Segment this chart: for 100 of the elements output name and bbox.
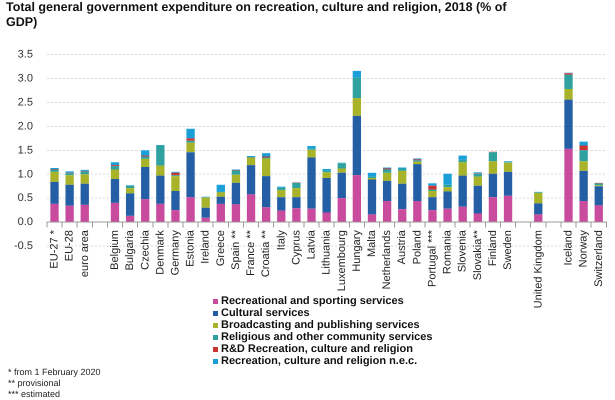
- bar: [368, 179, 376, 214]
- bar: [382, 180, 392, 202]
- bar: [246, 194, 256, 222]
- x-tick-label: United Kingdom: [532, 230, 544, 308]
- bar: [322, 172, 331, 178]
- bar: [232, 204, 240, 222]
- bar: [368, 214, 376, 222]
- bar: [504, 172, 512, 196]
- bar: [50, 172, 59, 182]
- x-tick-label: Luxembourg: [336, 230, 348, 292]
- bar: [443, 174, 452, 185]
- y-tick-label: 3.0: [18, 72, 33, 85]
- bar: [428, 190, 437, 198]
- bar: [352, 78, 362, 98]
- bar: [126, 188, 134, 194]
- bar: [126, 186, 134, 188]
- bar: [322, 212, 331, 222]
- bar: [579, 170, 588, 202]
- bar: [428, 186, 437, 190]
- legend-label: Recreational and sporting services: [221, 295, 404, 307]
- x-tick-label: France **: [245, 229, 258, 276]
- bar: [474, 213, 482, 222]
- bar: [80, 204, 89, 222]
- bar: [398, 168, 406, 171]
- bar: [171, 210, 180, 222]
- bar: [126, 193, 134, 216]
- bar: [141, 199, 150, 222]
- bar: [398, 184, 406, 210]
- bar: [564, 100, 573, 149]
- x-tick-label: Denmark: [154, 230, 166, 275]
- x-tick-label: Czechia: [139, 229, 152, 270]
- bar: [458, 176, 467, 207]
- bar: [216, 184, 225, 192]
- bar: [65, 184, 74, 206]
- bar: [156, 176, 164, 204]
- bar: [292, 208, 301, 222]
- bar: [488, 161, 498, 174]
- bar: [110, 166, 120, 170]
- x-tick-label: Bulgaria: [124, 229, 136, 270]
- bar: [338, 198, 346, 222]
- legend-label: Recreation, culture and religion n.e.c.: [221, 355, 418, 367]
- bar: [579, 142, 588, 146]
- bar: [398, 170, 406, 184]
- bar: [534, 214, 542, 222]
- bar: [65, 175, 74, 185]
- x-tick-label: Poland: [411, 230, 424, 264]
- bar: [202, 208, 210, 218]
- bar: [458, 160, 467, 162]
- bar: [80, 184, 89, 205]
- bar: [110, 169, 120, 180]
- bar: [262, 176, 270, 208]
- y-tick-label: 3.5: [18, 48, 33, 61]
- bar: [246, 165, 256, 194]
- legend-label: Religious and other community services: [221, 331, 433, 343]
- bar: [307, 157, 316, 209]
- bar: [141, 167, 150, 200]
- bar: [277, 190, 286, 198]
- x-tick-label: Estonia: [184, 229, 197, 267]
- bar: [594, 186, 603, 206]
- x-tick-label: Cyprus: [290, 230, 302, 265]
- bar: [382, 169, 392, 173]
- bar: [474, 176, 482, 186]
- bar: [202, 218, 210, 222]
- bar: [292, 197, 301, 208]
- bar: [110, 202, 120, 222]
- bar: [262, 207, 270, 222]
- bar: [579, 201, 588, 222]
- bar: [413, 201, 422, 222]
- bar: [338, 172, 346, 198]
- bar: [488, 197, 498, 222]
- y-tick-label: 0.0: [18, 216, 33, 228]
- x-tick-label: Romania: [442, 229, 454, 274]
- bar: [428, 210, 437, 222]
- bar: [443, 208, 452, 222]
- bar: [126, 216, 134, 222]
- bar: [579, 146, 588, 150]
- x-tick-label: euro area: [78, 229, 91, 278]
- bar: [382, 201, 392, 222]
- x-tick-label: Ireland: [200, 230, 212, 264]
- bar: [277, 210, 286, 222]
- bar: [186, 152, 195, 198]
- bar: [534, 192, 542, 204]
- bar: [534, 203, 542, 214]
- bar: [474, 186, 482, 214]
- x-tick-label: Norway: [578, 230, 590, 268]
- bar: [579, 150, 588, 162]
- x-tick-label: Netherlands: [381, 230, 394, 290]
- legend-label: Broadcasting and publishing services: [221, 319, 420, 331]
- bar: [216, 196, 225, 204]
- bar: [186, 142, 195, 152]
- bar: [156, 166, 164, 176]
- bar: [141, 158, 150, 168]
- legend-label: R&D Recreation, culture and religion: [221, 343, 413, 355]
- bar: [232, 182, 240, 204]
- x-tick-label: EU-27 *: [48, 229, 61, 269]
- bar: [262, 153, 270, 157]
- bar: [488, 152, 498, 162]
- y-tick-label: 2.5: [18, 96, 33, 108]
- x-tick-label: Portugal ***: [426, 229, 438, 287]
- bar: [156, 146, 164, 166]
